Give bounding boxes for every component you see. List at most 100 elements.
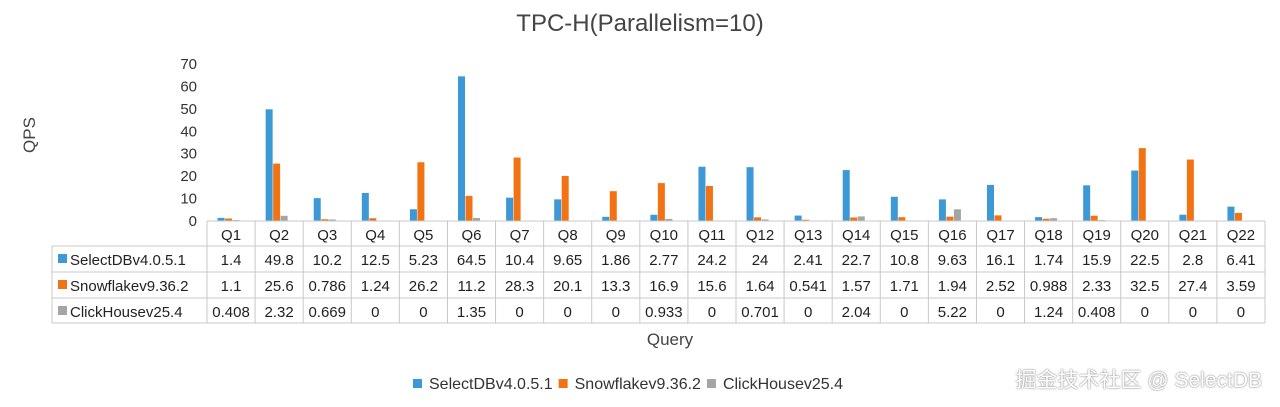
data-label: 28.3 bbox=[505, 278, 534, 295]
data-label: 15.6 bbox=[697, 278, 726, 295]
y-tick-label: 60 bbox=[180, 78, 197, 95]
data-label: 12.5 bbox=[361, 252, 390, 269]
data-label: 1.24 bbox=[361, 278, 390, 295]
data-label: 1.4 bbox=[221, 252, 242, 269]
data-label: 0 bbox=[708, 304, 716, 321]
data-label: 26.2 bbox=[409, 278, 438, 295]
data-label: 0 bbox=[612, 304, 620, 321]
bar-SelectDBv4.0.5.1-Q17 bbox=[987, 184, 994, 221]
data-label: 15.9 bbox=[1082, 252, 1111, 269]
category-label: Q10 bbox=[650, 227, 678, 244]
data-label: 1.1 bbox=[221, 278, 242, 295]
table-legend-key bbox=[58, 280, 67, 289]
bar-SelectDBv4.0.5.1-Q19 bbox=[1083, 185, 1091, 221]
bar-Snowflakev9.36.2-Q4 bbox=[369, 218, 377, 221]
data-label: 1.86 bbox=[601, 252, 630, 269]
bar-Snowflakev9.36.2-Q17 bbox=[994, 215, 1002, 221]
data-label: 0.933 bbox=[645, 304, 683, 321]
bar-SelectDBv4.0.5.1-Q7 bbox=[506, 197, 514, 221]
data-label: 24 bbox=[752, 252, 769, 269]
bar-SelectDBv4.0.5.1-Q16 bbox=[938, 199, 946, 221]
y-tick-label: 70 bbox=[180, 56, 197, 73]
y-tick-label: 10 bbox=[180, 191, 197, 208]
series-name: Snowflakev9.36.2 bbox=[70, 278, 188, 295]
bar-Snowflakev9.36.2-Q5 bbox=[417, 162, 425, 221]
bar-SelectDBv4.0.5.1-Q21 bbox=[1179, 214, 1187, 221]
bar-SelectDBv4.0.5.1-Q12 bbox=[746, 167, 754, 221]
bar-Snowflakev9.36.2-Q9 bbox=[609, 191, 617, 221]
data-label: 1.71 bbox=[890, 278, 919, 295]
data-label: 0 bbox=[371, 304, 379, 321]
series-name: SelectDBv4.0.5.1 bbox=[70, 252, 186, 269]
bar-ClickHousev25.4-Q3 bbox=[328, 219, 336, 221]
bar-SelectDBv4.0.5.1-Q15 bbox=[890, 196, 898, 221]
bar-ClickHousev25.4-Q16 bbox=[953, 209, 961, 221]
data-label: 32.5 bbox=[1130, 278, 1159, 295]
bar-SelectDBv4.0.5.1-Q14 bbox=[842, 170, 850, 221]
category-label: Q22 bbox=[1227, 227, 1255, 244]
category-label: Q14 bbox=[842, 227, 870, 244]
legend-entry: Snowflakev9.36.2 bbox=[575, 376, 701, 393]
category-label: Q11 bbox=[698, 227, 725, 244]
bar-ClickHousev25.4-Q18 bbox=[1050, 218, 1058, 221]
data-label: 0 bbox=[419, 304, 427, 321]
data-label: 16.1 bbox=[986, 252, 1015, 269]
data-label: 1.64 bbox=[745, 278, 774, 295]
bar-SelectDBv4.0.5.1-Q2 bbox=[265, 109, 273, 221]
data-label: 0.541 bbox=[789, 278, 827, 295]
bar-SelectDBv4.0.5.1-Q8 bbox=[554, 199, 562, 221]
bar-ClickHousev25.4-Q12 bbox=[761, 219, 769, 221]
data-label: 0 bbox=[900, 304, 908, 321]
data-label: 25.6 bbox=[265, 278, 294, 295]
bar-Snowflakev9.36.2-Q7 bbox=[513, 157, 521, 221]
bar-ClickHousev25.4-Q10 bbox=[665, 218, 673, 221]
data-label: 64.5 bbox=[457, 252, 486, 269]
data-label: 2.04 bbox=[842, 304, 871, 321]
data-label: 11.2 bbox=[457, 278, 485, 295]
category-label: Q8 bbox=[558, 227, 578, 244]
category-label: Q17 bbox=[986, 227, 1014, 244]
data-label: 9.63 bbox=[938, 252, 967, 269]
bar-Snowflakev9.36.2-Q8 bbox=[561, 175, 569, 221]
data-label: 10.4 bbox=[505, 252, 534, 269]
bar-Snowflakev9.36.2-Q12 bbox=[754, 217, 762, 221]
category-label: Q2 bbox=[269, 227, 289, 244]
category-label: Q3 bbox=[317, 227, 337, 244]
table-legend-key bbox=[58, 254, 67, 263]
category-label: Q5 bbox=[413, 227, 433, 244]
data-label: 0.988 bbox=[1030, 278, 1068, 295]
bar-Snowflakev9.36.2-Q2 bbox=[273, 163, 281, 221]
category-label: Q6 bbox=[461, 227, 481, 244]
bar-ClickHousev25.4-Q14 bbox=[857, 216, 865, 221]
data-label: 0 bbox=[515, 304, 523, 321]
bar-Snowflakev9.36.2-Q22 bbox=[1234, 212, 1242, 221]
category-label: Q9 bbox=[606, 227, 626, 244]
category-label: Q7 bbox=[510, 227, 530, 244]
legend-entry: SelectDBv4.0.5.1 bbox=[429, 376, 553, 393]
table-legend-key bbox=[58, 306, 67, 315]
data-label: 2.8 bbox=[1182, 252, 1203, 269]
bar-Snowflakev9.36.2-Q14 bbox=[850, 217, 858, 221]
y-tick-label: 50 bbox=[180, 101, 197, 118]
x-axis-label: Query bbox=[646, 330, 694, 349]
bar-Snowflakev9.36.2-Q21 bbox=[1186, 159, 1194, 221]
category-label: Q13 bbox=[794, 227, 822, 244]
y-tick-label: 20 bbox=[180, 168, 197, 185]
category-label: Q19 bbox=[1083, 227, 1111, 244]
data-label: 1.24 bbox=[1034, 304, 1063, 321]
bar-SelectDBv4.0.5.1-Q5 bbox=[409, 209, 417, 221]
legend-key bbox=[413, 379, 422, 388]
bar-SelectDBv4.0.5.1-Q6 bbox=[458, 76, 465, 221]
data-label: 22.7 bbox=[842, 252, 871, 269]
y-tick-label: 30 bbox=[180, 146, 197, 163]
data-label: 3.59 bbox=[1226, 278, 1255, 295]
data-label: 2.32 bbox=[265, 304, 294, 321]
bar-ClickHousev25.4-Q6 bbox=[473, 217, 480, 221]
data-label: 0 bbox=[996, 304, 1004, 321]
category-label: Q1 bbox=[221, 227, 241, 244]
data-label: 0 bbox=[1141, 304, 1149, 321]
bar-Snowflakev9.36.2-Q19 bbox=[1090, 215, 1098, 221]
bar-SelectDBv4.0.5.1-Q18 bbox=[1035, 217, 1043, 221]
data-label: 0.701 bbox=[741, 304, 779, 321]
series-name: ClickHousev25.4 bbox=[70, 304, 183, 321]
